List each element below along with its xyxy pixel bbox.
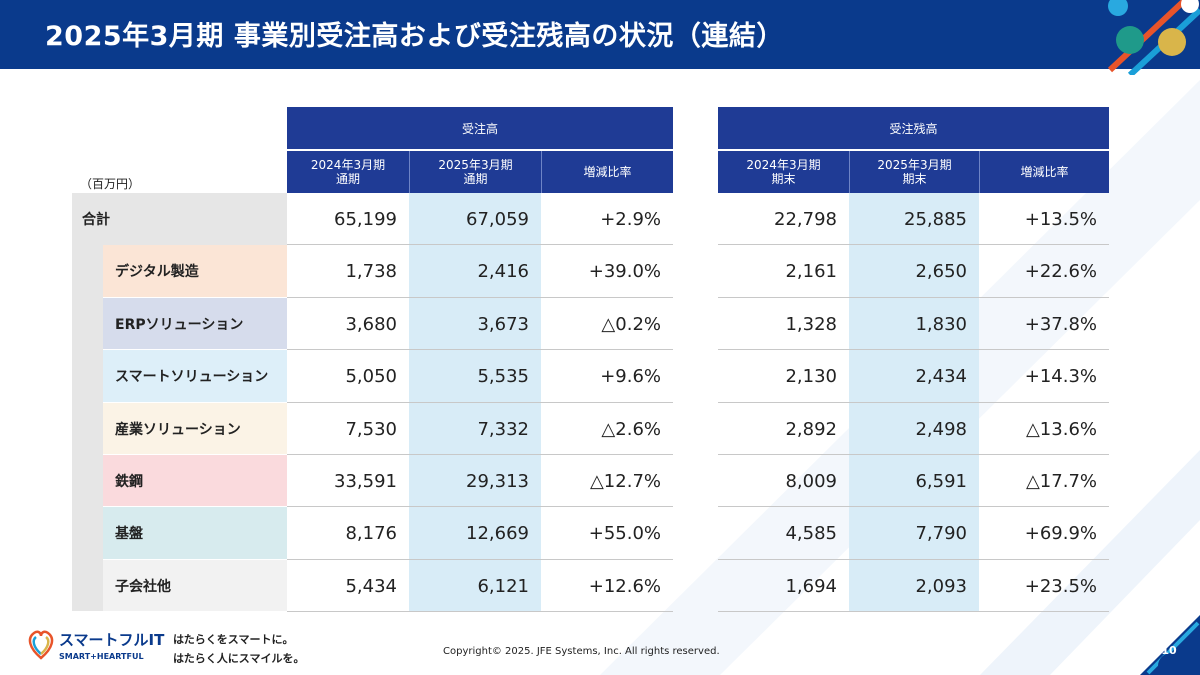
- backlog-cell: 2,650: [915, 261, 967, 282]
- row-divider: [718, 244, 1109, 245]
- backlog-cell: 2,161: [785, 261, 837, 282]
- backlog-cell: △13.6%: [1025, 418, 1097, 440]
- corner-decoration-icon: [1107, 0, 1200, 75]
- row-divider: [287, 454, 673, 455]
- backlog-cell: 1,830: [915, 313, 967, 335]
- orders-cell: 5,535: [477, 366, 529, 387]
- row-divider: [287, 559, 673, 560]
- row-label: デジタル製造: [103, 245, 287, 297]
- row-divider: [287, 402, 673, 403]
- orders-cell: +12.6%: [588, 575, 661, 597]
- backlog-cell: 2,434: [915, 366, 967, 387]
- backlog-col-prev: 2024年3月期 期末: [718, 151, 849, 193]
- tagline-line-2: はたらく人にスマイルを。: [173, 652, 305, 665]
- row-divider: [287, 349, 673, 350]
- backlog-cell: +69.9%: [1024, 523, 1097, 544]
- row-divider: [718, 349, 1109, 350]
- backlog-cell: +13.5%: [1024, 208, 1097, 230]
- tagline: はたらくをスマートに。 はたらく人にスマイルを。: [173, 630, 304, 668]
- tagline-line-1: はたらくをスマートに。: [173, 633, 294, 646]
- orders-cell: 65,199: [334, 208, 397, 230]
- row-label-total: 合計: [72, 193, 287, 245]
- orders-cell: 12,669: [466, 523, 529, 544]
- row-label: ERPソリューション: [103, 298, 287, 349]
- orders-cell: +55.0%: [588, 523, 661, 544]
- orders-cell: +2.9%: [600, 208, 661, 230]
- backlog-cell: 22,798: [774, 208, 837, 230]
- row-divider: [718, 454, 1109, 455]
- page-number: 10: [1161, 644, 1177, 657]
- orders-cell: △12.7%: [589, 470, 661, 492]
- backlog-cell: 4,585: [785, 523, 837, 544]
- row-label: 基盤: [103, 507, 287, 559]
- row-divider: [718, 506, 1109, 507]
- orders-cell: 5,434: [345, 575, 397, 597]
- row-divider: [718, 402, 1109, 403]
- backlog-cell: 8,009: [785, 470, 837, 492]
- row-divider: [718, 297, 1109, 298]
- backlog-cell: 2,892: [785, 418, 837, 440]
- orders-group-header: 受注高: [287, 107, 673, 149]
- orders-col-prev: 2024年3月期 通期: [287, 151, 409, 193]
- backlog-cell: 1,694: [785, 575, 837, 597]
- backlog-cell: 25,885: [904, 208, 967, 230]
- orders-cell: 8,176: [345, 523, 397, 544]
- backlog-col-change: 増減比率: [979, 151, 1109, 193]
- backlog-col-curr: 2025年3月期 期末: [849, 151, 979, 193]
- title-banner: 2025年3月期 事業別受注高および受注残高の状況（連結）: [0, 0, 1200, 69]
- backlog-cell: 2,130: [785, 366, 837, 387]
- orders-cell: +39.0%: [588, 261, 661, 282]
- backlog-cell: +23.5%: [1024, 575, 1097, 597]
- row-label: 産業ソリューション: [103, 403, 287, 454]
- backlog-cell: △17.7%: [1025, 470, 1097, 492]
- orders-cell: 5,050: [345, 366, 397, 387]
- row-divider: [287, 611, 673, 612]
- backlog-cell: 2,498: [915, 418, 967, 440]
- orders-cell: 3,680: [345, 313, 397, 335]
- orders-col-curr: 2025年3月期 通期: [409, 151, 541, 193]
- orders-col-change: 増減比率: [541, 151, 673, 193]
- copyright-text: Copyright© 2025. JFE Systems, Inc. All r…: [443, 646, 720, 657]
- orders-cell: 1,738: [345, 261, 397, 282]
- backlog-cell: +22.6%: [1024, 261, 1097, 282]
- orders-cell: 33,591: [334, 470, 397, 492]
- backlog-cell: +14.3%: [1024, 366, 1097, 387]
- backlog-cell: 2,093: [915, 575, 967, 597]
- backlog-cell: 6,591: [915, 470, 967, 492]
- orders-cell: 7,332: [477, 418, 529, 440]
- page-title: 2025年3月期 事業別受注高および受注残高の状況（連結）: [45, 21, 784, 52]
- smartful-it-logo: スマートフルIT SMART+HEARTFUL: [28, 630, 165, 661]
- orders-cell: 6,121: [477, 575, 529, 597]
- orders-cell: 29,313: [466, 470, 529, 492]
- backlog-cell: 7,790: [915, 523, 967, 544]
- brand-sub: SMART+HEARTFUL: [59, 652, 144, 661]
- backlog-group-header: 受注残高: [718, 107, 1109, 149]
- backlog-cell: 1,328: [785, 313, 837, 335]
- orders-cell: 3,673: [477, 313, 529, 335]
- backlog-cell: +37.8%: [1024, 313, 1097, 335]
- segment-indent-bar: [72, 245, 103, 611]
- unit-label: （百万円）: [80, 177, 141, 191]
- orders-cell: +9.6%: [600, 366, 661, 387]
- row-divider: [287, 244, 673, 245]
- orders-cell: △0.2%: [601, 313, 661, 335]
- row-divider: [287, 506, 673, 507]
- row-divider: [287, 297, 673, 298]
- row-divider: [718, 559, 1109, 560]
- brand-name: スマートフルIT: [59, 631, 165, 649]
- orders-cell: 2,416: [477, 261, 529, 282]
- page-number-badge: [1140, 615, 1200, 675]
- row-divider: [718, 611, 1109, 612]
- orders-cell: △2.6%: [601, 418, 661, 440]
- row-label: 鉄鋼: [103, 455, 287, 506]
- orders-cell: 7,530: [345, 418, 397, 440]
- row-label: スマートソリューション: [103, 350, 287, 402]
- row-label: 子会社他: [103, 560, 287, 611]
- orders-cell: 67,059: [466, 208, 529, 230]
